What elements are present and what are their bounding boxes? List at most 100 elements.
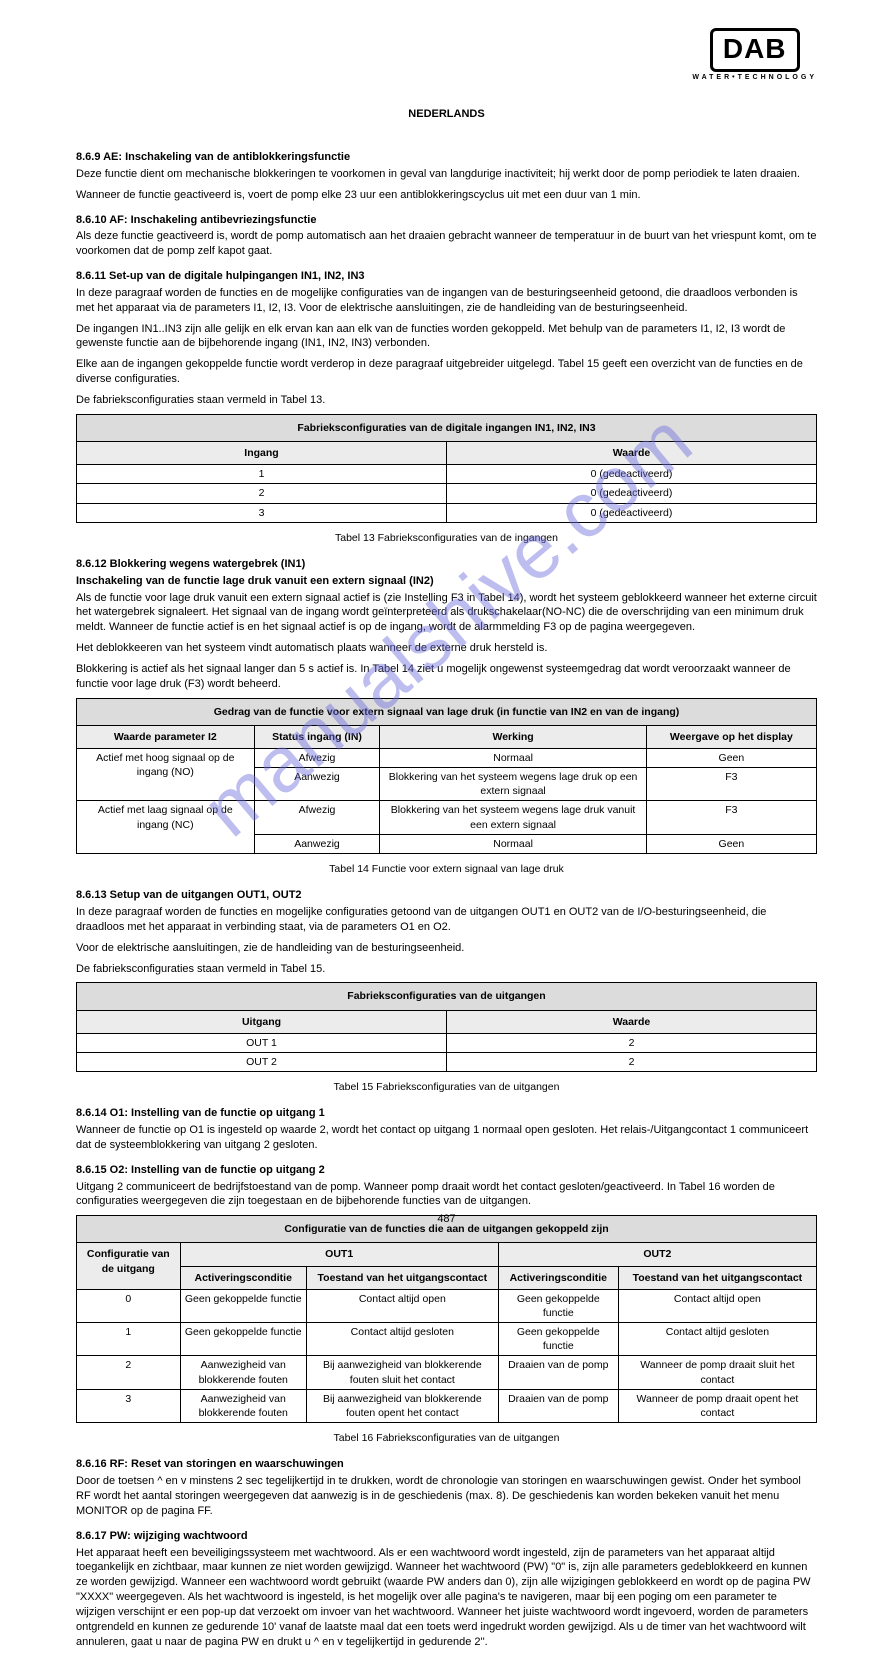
table-header: Configuratie van de uitgang (77, 1243, 181, 1289)
table-cell: 0 (77, 1289, 181, 1322)
table-cell: Afwezig (254, 801, 380, 834)
table-cell: 3 (77, 1389, 181, 1422)
page-number: 487 (0, 1213, 893, 1225)
section-title: 8.6.9 AE: Inschakeling van de antiblokke… (76, 150, 817, 165)
table-row: 30 (gedeactiveerd) (77, 503, 817, 522)
table-title: Gedrag van de functie voor extern signaa… (77, 698, 817, 725)
table-caption: Tabel 14 Functie voor extern signaal van… (76, 862, 817, 876)
table-cell: Normaal (380, 748, 646, 767)
table-cell: 0 (gedeactiveerd) (447, 465, 817, 484)
paragraph: Elke aan de ingangen gekoppelde functie … (76, 357, 817, 387)
table-cell: Geen gekoppelde functie (498, 1323, 618, 1356)
table-cell: Normaal (380, 834, 646, 853)
table-output-config: Configuratie van de functies die aan de … (76, 1215, 817, 1423)
table-cell: 1 (77, 1323, 181, 1356)
logo-sub-text: WATER•TECHNOLOGY (692, 74, 817, 81)
table-cell: F3 (646, 768, 816, 801)
table-header: Waarde parameter I2 (77, 725, 255, 748)
table-cell: Bij aanwezigheid van blokkerende fouten … (306, 1356, 498, 1389)
table-header: Waarde (447, 441, 817, 464)
table-cell: Afwezig (254, 748, 380, 767)
table-header: Activeringsconditie (498, 1266, 618, 1289)
table-header: Werking (380, 725, 646, 748)
paragraph: In deze paragraaf worden de functies en … (76, 286, 817, 316)
paragraph: Deze functie dient om mechanische blokke… (76, 167, 817, 182)
table-cell: Aanwezigheid van blokkerende fouten (180, 1356, 306, 1389)
paragraph: De fabrieksconfiguraties staan vermeld i… (76, 393, 817, 408)
table-cell: Draaien van de pomp (498, 1356, 618, 1389)
table-cell: Actief met laag signaal op de ingang (NC… (77, 801, 255, 854)
table-header: Toestand van het uitgangscontact (618, 1266, 816, 1289)
table-header: Status ingang (IN) (254, 725, 380, 748)
table-cell: Contact altijd open (618, 1289, 816, 1322)
table-caption: Tabel 15 Fabrieksconfiguraties van de ui… (76, 1080, 817, 1094)
paragraph: Wanneer de functie geactiveerd is, voert… (76, 188, 817, 203)
table-cell: 3 (77, 503, 447, 522)
table-cell: 2 (77, 1356, 181, 1389)
table-cell: Actief met hoog signaal op de ingang (NO… (77, 748, 255, 801)
table-cell: Aanwezig (254, 834, 380, 853)
table-cell: Geen gekoppelde functie (180, 1289, 306, 1322)
table-row: 20 (gedeactiveerd) (77, 484, 817, 503)
section-title: 8.6.16 RF: Reset van storingen en waarsc… (76, 1457, 817, 1472)
table-cell: Aanwezigheid van blokkerende fouten (180, 1389, 306, 1422)
paragraph: In deze paragraaf worden de functies en … (76, 905, 817, 935)
table-header: Toestand van het uitgangscontact (306, 1266, 498, 1289)
paragraph: Als deze functie geactiveerd is, wordt d… (76, 229, 817, 259)
table-header: Ingang (77, 441, 447, 464)
table-cell: F3 (646, 801, 816, 834)
table-row: OUT 12 (77, 1033, 817, 1052)
table-row: 1Geen gekoppelde functieContact altijd g… (77, 1323, 817, 1356)
section-title: 8.6.13 Setup van de uitgangen OUT1, OUT2 (76, 888, 817, 903)
paragraph: De fabrieksconfiguraties staan vermeld i… (76, 962, 817, 977)
section-title: 8.6.11 Set-up van de digitale hulpingang… (76, 269, 817, 284)
paragraph: Blokkering is actief als het signaal lan… (76, 662, 817, 692)
table-cell: Geen gekoppelde functie (498, 1289, 618, 1322)
table-cell: 2 (447, 1033, 817, 1052)
table-row: OUT 22 (77, 1052, 817, 1071)
table-cell: Wanneer de pomp draait sluit het contact (618, 1356, 816, 1389)
logo-box: DAB (710, 28, 800, 72)
table-cell: Geen (646, 834, 816, 853)
subsection-title: Inschakeling van de functie lage druk va… (76, 574, 817, 589)
logo-main-text: DAB (723, 33, 787, 65)
table-cell: Contact altijd gesloten (618, 1323, 816, 1356)
table-row: 2Aanwezigheid van blokkerende foutenBij … (77, 1356, 817, 1389)
table-row: Actief met laag signaal op de ingang (NC… (77, 801, 817, 834)
table-cell: Bij aanwezigheid van blokkerende fouten … (306, 1389, 498, 1422)
table-cell: Draaien van de pomp (498, 1389, 618, 1422)
paragraph: Voor de elektrische aansluitingen, zie d… (76, 941, 817, 956)
table-cell: Contact altijd gesloten (306, 1323, 498, 1356)
table-cell: OUT 2 (77, 1052, 447, 1071)
paragraph: De ingangen IN1..IN3 zijn alle gelijk en… (76, 322, 817, 352)
table-caption: Tabel 16 Fabrieksconfiguraties van de ui… (76, 1431, 817, 1445)
table-cell: Geen gekoppelde functie (180, 1323, 306, 1356)
table-cell: Blokkering van het systeem wegens lage d… (380, 768, 646, 801)
table-cell: 1 (77, 465, 447, 484)
paragraph: Door de toetsen ^ en v minstens 2 sec te… (76, 1474, 817, 1519)
table-cell: Blokkering van het systeem wegens lage d… (380, 801, 646, 834)
paragraph: Het deblokkeeren van het systeem vindt a… (76, 641, 817, 656)
table-output-defaults: Fabrieksconfiguraties van de uitgangen U… (76, 982, 817, 1072)
section-title: 8.6.10 AF: Inschakeling antibevriezingsf… (76, 213, 817, 228)
section-title: 8.6.15 O2: Instelling van de functie op … (76, 1163, 817, 1178)
table-header: Uitgang (77, 1010, 447, 1033)
brand-logo: DAB WATER•TECHNOLOGY (692, 28, 817, 81)
table-cell: Wanneer de pomp draait opent het contact (618, 1389, 816, 1422)
table-input-defaults: Fabrieksconfiguraties van de digitale in… (76, 414, 817, 523)
paragraph: Wanneer de functie op O1 is ingesteld op… (76, 1123, 817, 1153)
paragraph: Als de functie voor lage druk vanuit een… (76, 591, 817, 636)
table-cell: 0 (gedeactiveerd) (447, 484, 817, 503)
table-row: 3Aanwezigheid van blokkerende foutenBij … (77, 1389, 817, 1422)
table-cell: 2 (77, 484, 447, 503)
table-row: 10 (gedeactiveerd) (77, 465, 817, 484)
table-header: Activeringsconditie (180, 1266, 306, 1289)
table-low-pressure-behavior: Gedrag van de functie voor extern signaa… (76, 698, 817, 854)
table-header: Waarde (447, 1010, 817, 1033)
table-cell: Geen (646, 748, 816, 767)
table-title: Fabrieksconfiguraties van de uitgangen (77, 983, 817, 1010)
table-header: Weergave op het display (646, 725, 816, 748)
paragraph: Uitgang 2 communiceert de bedrijfstoesta… (76, 1180, 817, 1210)
section-title: 8.6.14 O1: Instelling van de functie op … (76, 1106, 817, 1121)
page-content: 8.6.9 AE: Inschakeling van de antiblokke… (76, 140, 817, 1655)
